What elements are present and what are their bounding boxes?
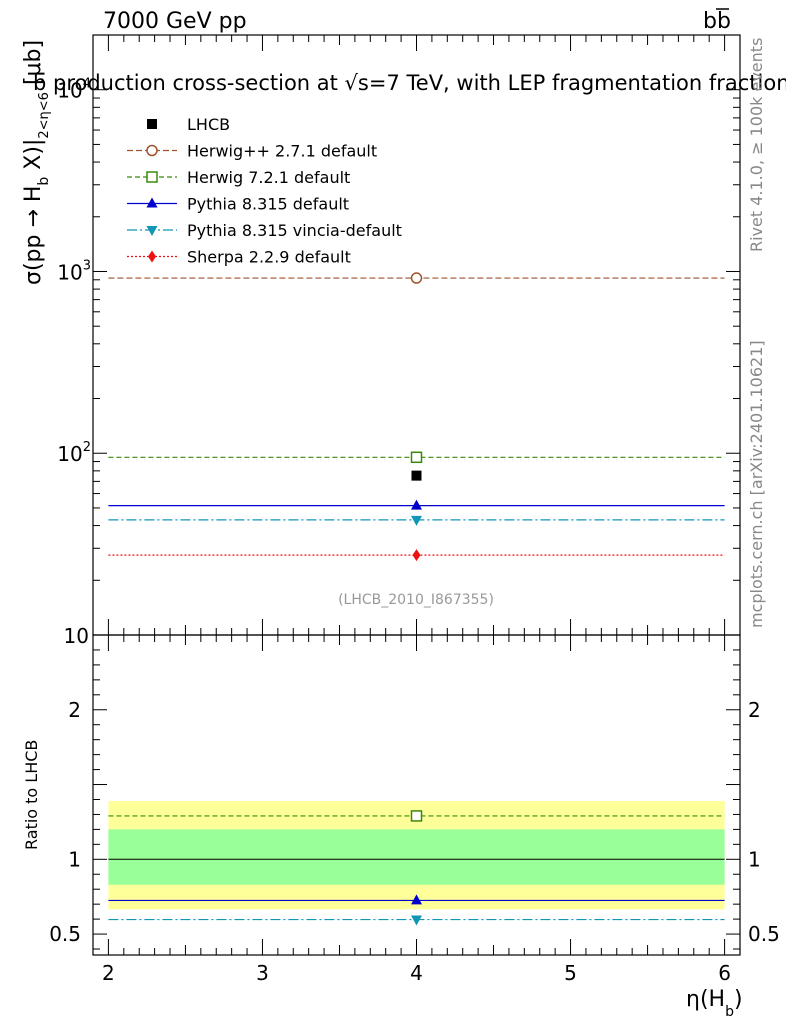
x-axis-label: η(Hb): [686, 987, 743, 1020]
series-marker-herwigpp: [410, 272, 423, 284]
mcplots-label: mcplots.cern.ch [arXiv:2401.10621]: [747, 340, 766, 628]
ratio-y-tick-label-left: 2: [68, 698, 81, 722]
main-y-tick-label: 10: [64, 624, 89, 648]
x-tick-label: 2: [102, 961, 115, 985]
main-y-tick-base: 10: [57, 442, 82, 466]
x-tick-label: 5: [564, 961, 577, 985]
series-marker-sherpa: [412, 549, 421, 562]
x-tick-label: 4: [410, 961, 423, 985]
ratio-y-tick-label-left: 1: [68, 847, 81, 871]
legend-label-herwig7: Herwig 7.2.1 default: [187, 168, 350, 187]
legend-marker-pythia: [146, 197, 158, 208]
x-label-close: ): [734, 987, 743, 1012]
x-label-sub: b: [725, 1004, 734, 1020]
ratio-y-ticks: 0.5 0.5 1 1 2 2: [49, 649, 780, 950]
legend-label-lhcb: LHCB: [187, 115, 230, 134]
process-label: bb: [703, 9, 731, 34]
ratio-axis-label: Ratio to LHCB: [22, 740, 41, 850]
legend: LHCB Herwig++ 2.7.1 default Herwig 7.2.1 d…: [127, 115, 402, 267]
legend-marker-herwigpp: [146, 144, 158, 157]
svg-text:σ(pp → Hb X)|2<η<6 [μb]: σ(pp → Hb X)|2<η<6 [μb]: [21, 40, 52, 285]
legend-label-sherpa: Sherpa 2.2.9 default: [187, 248, 351, 267]
x-label-main: η(H: [686, 987, 725, 1012]
legend-label-herwigpp: Herwig++ 2.7.1 default: [187, 142, 377, 161]
ratio-y-tick-label-right: 0.5: [748, 922, 780, 946]
y-label-unit: [μb]: [21, 40, 46, 92]
x-tick-label: 6: [718, 961, 731, 985]
rivet-version-label: Rivet 4.1.0, ≥ 100k events: [747, 38, 766, 252]
x-ticks: 2 3 4 5 6: [92, 35, 741, 985]
main-y-tick-base: 10: [57, 79, 82, 103]
data-point-lhcb: [411, 470, 422, 481]
main-y-tick-label: 103: [57, 258, 91, 284]
x-tick-label: 3: [256, 961, 269, 985]
legend-marker-lhcb: [147, 119, 157, 129]
ratio-band-inner: [108, 829, 725, 885]
ratio-marker-herwig7: [410, 810, 423, 822]
series-marker-vincia: [411, 515, 422, 526]
y-label-after: X)|: [21, 139, 46, 177]
main-y-axis-label: σ(pp → Hb X)|2<η<6 [μb]: [21, 40, 52, 285]
main-y-tick-base: 10: [57, 260, 82, 284]
main-y-tick-label: 102: [57, 440, 91, 466]
ratio-marker-pythia: [411, 894, 422, 905]
process-label-bbar: b: [717, 9, 731, 34]
legend-label-vincia: Pythia 8.315 vincia-default: [187, 221, 402, 240]
plot-title: b production cross-section at √s=7 TeV, …: [33, 71, 786, 95]
series-marker-pythia: [411, 499, 422, 510]
main-y-tick-exponent: 2: [83, 440, 91, 455]
legend-label-pythia: Pythia 8.315 default: [187, 195, 349, 214]
main-y-tick-label: 104: [57, 77, 91, 103]
ratio-y-tick-label-right: 2: [748, 698, 761, 722]
ratio-y-tick-label-left: 0.5: [49, 922, 81, 946]
energy-label: 7000 GeV pp: [103, 9, 247, 34]
series-marker-herwig7: [410, 451, 423, 464]
legend-marker-vincia: [146, 226, 158, 236]
main-y-tick-exponent: 3: [83, 258, 91, 273]
ratio-y-tick-label-right: 1: [748, 847, 761, 871]
y-label-range: 2<η<6: [37, 92, 52, 139]
legend-marker-herwig7: [146, 171, 158, 183]
legend-marker-sherpa: [148, 250, 156, 263]
y-label-main: σ(pp → H: [21, 186, 46, 285]
ratio-series: [108, 810, 725, 926]
analysis-watermark: (LHCB_2010_I867355): [338, 592, 494, 608]
y-label-sub-b: b: [36, 177, 52, 186]
main-series: [108, 272, 725, 562]
main-y-tick-exponent: 4: [83, 77, 91, 92]
process-label-b: b: [703, 9, 717, 34]
ratio-marker-vincia: [411, 915, 422, 926]
